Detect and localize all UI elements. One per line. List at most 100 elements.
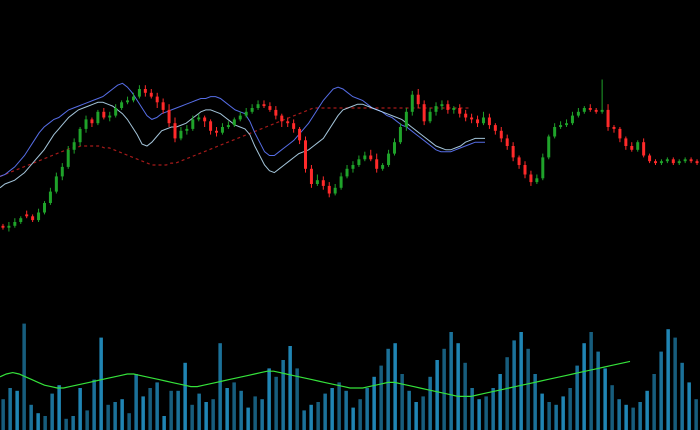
volume-bar xyxy=(498,374,502,430)
volume-bar xyxy=(183,362,187,430)
volume-bar xyxy=(302,410,306,430)
candle-down xyxy=(369,155,373,160)
candle-down xyxy=(102,111,106,118)
candle-down xyxy=(203,117,207,122)
candle-down xyxy=(606,109,610,127)
volume-bar xyxy=(99,337,103,430)
volume-bar xyxy=(400,374,404,430)
candle-down xyxy=(327,185,331,194)
volume-bar xyxy=(512,340,516,430)
volume-bar xyxy=(687,382,691,430)
candle-up xyxy=(481,117,485,124)
volume-bar xyxy=(337,382,341,430)
volume-bar xyxy=(211,399,215,430)
volume-bar xyxy=(246,407,250,430)
volume-bar xyxy=(589,332,593,430)
candle-down xyxy=(511,146,515,158)
volume-bar xyxy=(239,390,243,430)
candle-up xyxy=(387,153,391,165)
bollinger-line xyxy=(0,82,485,177)
candle-up xyxy=(179,130,183,139)
candle-up xyxy=(72,142,76,150)
candle-down xyxy=(161,102,165,110)
candle-up xyxy=(363,155,367,160)
candle-down xyxy=(695,161,699,164)
volume-bar xyxy=(267,368,271,430)
volume-bar xyxy=(281,360,285,430)
candle-up xyxy=(126,100,130,103)
candle-up xyxy=(7,225,11,228)
candle-up xyxy=(250,108,254,112)
candle-down xyxy=(446,104,450,110)
volume-bar xyxy=(225,388,229,430)
candle-up xyxy=(404,111,408,127)
candle-down xyxy=(321,180,325,186)
volume-bar xyxy=(568,388,572,430)
candle-up xyxy=(392,142,396,154)
candle-up xyxy=(197,117,201,120)
candle-up xyxy=(54,176,58,192)
volume-bar xyxy=(120,399,124,430)
volume-bar xyxy=(253,396,257,430)
volume-bar xyxy=(393,343,397,430)
candle-up xyxy=(13,222,17,226)
volume-bar xyxy=(554,404,558,430)
candle-up xyxy=(428,111,432,122)
volume-ma-line xyxy=(0,360,631,397)
volume-bar xyxy=(631,407,635,430)
candle-up xyxy=(137,89,141,97)
volume-bar xyxy=(596,351,600,430)
volume-bar xyxy=(162,416,166,430)
long-ma-line xyxy=(0,107,470,177)
volume-bar xyxy=(610,385,614,430)
volume-bar xyxy=(428,376,432,430)
volume-bar xyxy=(379,365,383,430)
volume-bar xyxy=(624,404,628,430)
candle-down xyxy=(689,159,693,162)
candle-up xyxy=(19,218,23,222)
candle-up xyxy=(37,212,41,221)
candle-down xyxy=(588,108,592,110)
volume-bar xyxy=(442,348,446,430)
candle-up xyxy=(452,108,456,110)
volume-bar xyxy=(134,374,138,430)
candle-up xyxy=(434,106,438,112)
candle-up xyxy=(315,180,319,184)
candle-down xyxy=(1,225,5,228)
candle-down xyxy=(280,115,284,122)
candle-down xyxy=(309,168,313,184)
candle-up xyxy=(535,178,539,183)
candle-up xyxy=(600,109,604,112)
candle-down xyxy=(298,128,302,141)
volume-bar xyxy=(372,376,376,430)
candle-up xyxy=(244,111,248,116)
volume-bar xyxy=(50,393,54,430)
candle-up xyxy=(226,125,230,127)
volume-bar xyxy=(57,385,61,430)
volume-bar xyxy=(505,357,509,430)
candle-up xyxy=(339,176,343,188)
candle-up xyxy=(120,102,124,108)
candle-up xyxy=(410,94,414,112)
candle-down xyxy=(422,104,426,122)
volume-bar xyxy=(218,343,222,430)
candle-down xyxy=(215,130,219,133)
candle-up xyxy=(547,136,551,158)
candle-down xyxy=(90,119,94,124)
volume-bar xyxy=(316,402,320,430)
candle-up xyxy=(191,119,195,129)
volume-bar xyxy=(680,362,684,430)
volume-bar xyxy=(43,416,47,430)
volume-bar xyxy=(113,402,117,430)
candle-up xyxy=(357,159,361,165)
volume-bar xyxy=(232,382,236,430)
candle-up xyxy=(398,127,402,143)
candle-up xyxy=(636,142,640,150)
volume-bar xyxy=(645,390,649,430)
volume-bar xyxy=(365,388,369,430)
volume-pane xyxy=(0,323,698,430)
candle-down xyxy=(292,123,296,129)
volume-bar xyxy=(155,382,159,430)
volume-bar xyxy=(582,343,586,430)
candle-down xyxy=(167,109,171,124)
